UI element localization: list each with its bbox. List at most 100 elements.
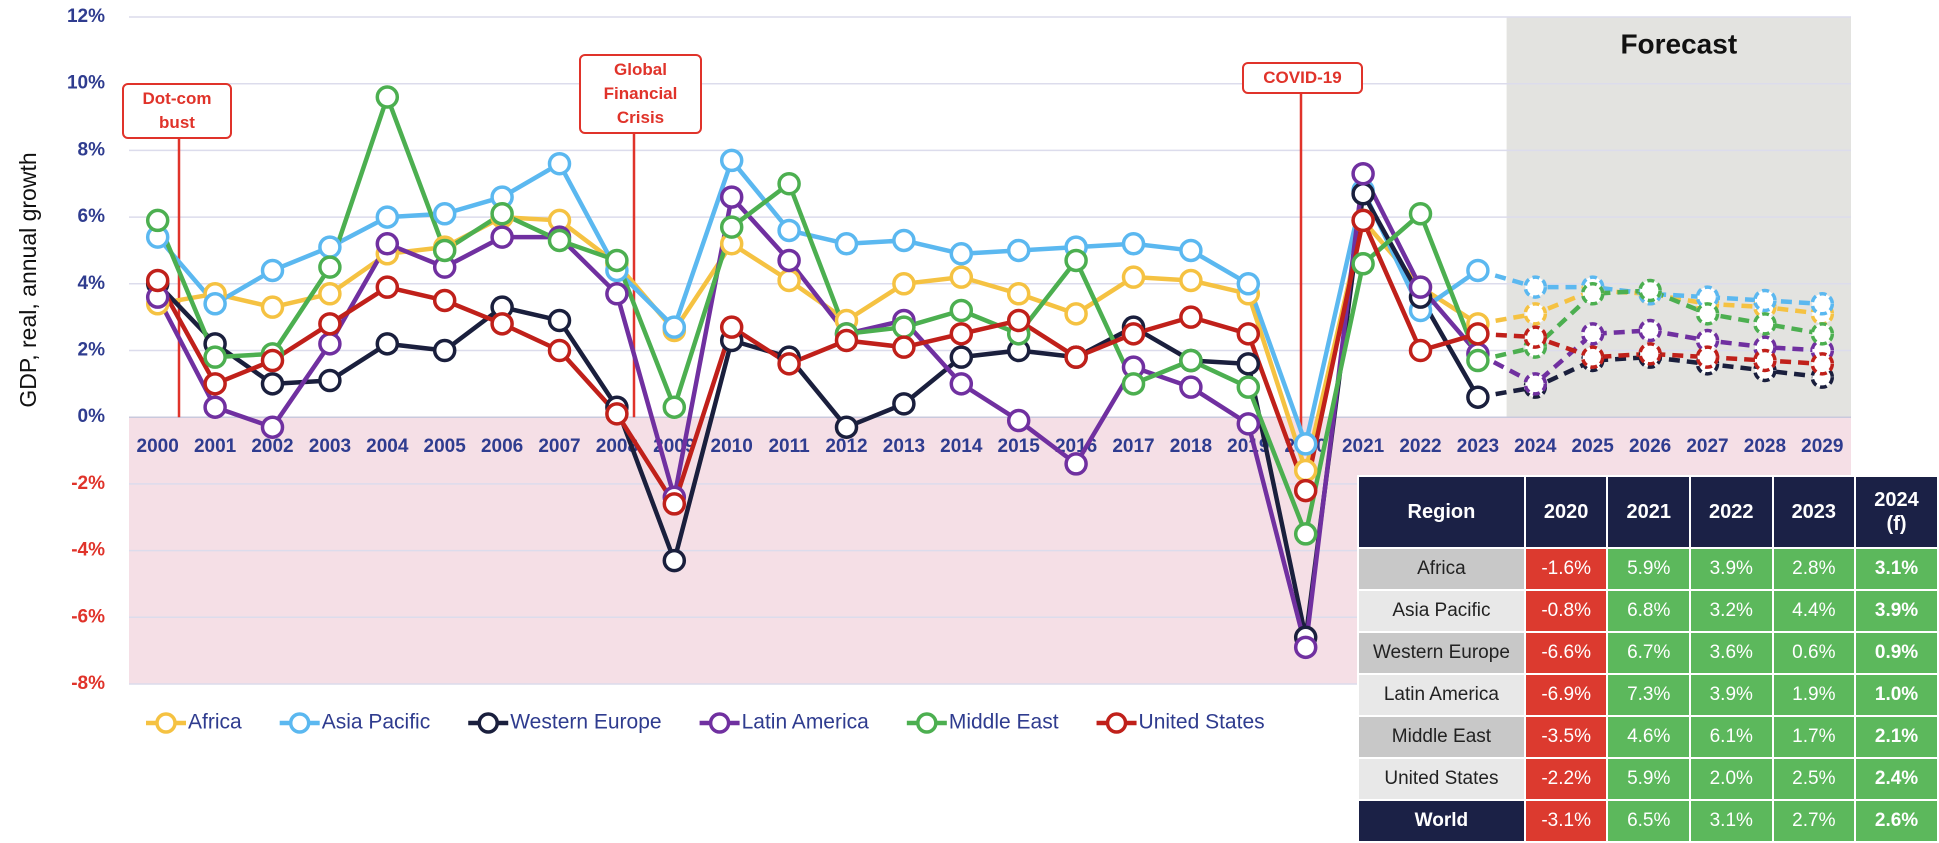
- point-marker: [1179, 238, 1203, 263]
- point-marker: [662, 395, 687, 419]
- point-marker: [1466, 258, 1490, 283]
- point-marker: [1121, 372, 1146, 396]
- x-tick-label: 2018: [1170, 436, 1212, 457]
- value-cell: 2.6%: [1854, 799, 1939, 843]
- region-cell: United States: [1357, 757, 1526, 801]
- value-cell: 3.9%: [1689, 673, 1774, 717]
- point-marker: [949, 298, 974, 323]
- legend-label: Asia Pacific: [322, 711, 431, 734]
- y-tick-label: 8%: [78, 139, 106, 160]
- x-tick-label: 2012: [825, 436, 867, 457]
- header-cell: 2020: [1523, 475, 1609, 549]
- point-marker: [949, 372, 974, 396]
- point-marker: [1293, 522, 1318, 546]
- point-marker: [1064, 345, 1088, 369]
- x-tick-label: 2028: [1744, 436, 1786, 457]
- value-cell: 2.0%: [1689, 757, 1774, 801]
- point-marker: [1179, 305, 1203, 329]
- point-marker: [260, 372, 285, 396]
- header-cell: 2024 (f): [1854, 475, 1939, 549]
- point-marker: [605, 282, 629, 306]
- point-marker: [777, 248, 801, 273]
- point-marker: [719, 148, 744, 173]
- point-marker: [1810, 322, 1835, 346]
- point-marker: [1293, 478, 1318, 503]
- point-marker: [1121, 265, 1146, 289]
- value-cell: 6.5%: [1606, 799, 1691, 843]
- point-marker: [547, 151, 572, 176]
- point-marker: [1293, 635, 1318, 660]
- point-marker: [1580, 345, 1605, 369]
- point-marker: [1236, 272, 1261, 296]
- value-cell: 4.4%: [1771, 589, 1857, 633]
- value-cell: 3.2%: [1689, 589, 1774, 633]
- point-marker: [318, 332, 342, 356]
- value-cell: 0.6%: [1771, 631, 1857, 675]
- point-marker: [1753, 288, 1777, 313]
- x-tick-label: 2006: [481, 436, 523, 457]
- point-marker: [318, 255, 342, 279]
- point-marker: [949, 322, 974, 346]
- point-marker: [145, 268, 170, 293]
- value-cell: -3.1%: [1523, 799, 1609, 843]
- point-marker: [662, 315, 687, 339]
- point-marker: [375, 332, 400, 356]
- x-tick-label: 2001: [194, 436, 237, 457]
- point-marker: [777, 352, 801, 376]
- point-marker: [375, 232, 400, 256]
- region-cell: Latin America: [1357, 673, 1526, 717]
- point-marker: [1293, 432, 1318, 456]
- table-row: Latin America -6.9% 7.3% 3.9% 1.9% 1.0%: [1357, 673, 1939, 717]
- x-tick-label: 2029: [1801, 436, 1843, 457]
- x-tick-label: 2024: [1514, 436, 1557, 457]
- point-marker: [605, 248, 629, 273]
- point-marker: [1408, 338, 1433, 363]
- point-marker: [1638, 342, 1662, 366]
- point-marker: [1810, 292, 1835, 316]
- region-cell: Western Europe: [1357, 631, 1526, 675]
- x-tick-label: 2011: [768, 436, 810, 457]
- header-cell: 2023: [1771, 475, 1857, 549]
- legend-marker: [708, 712, 731, 734]
- point-marker: [260, 415, 285, 439]
- point-marker: [1236, 412, 1261, 436]
- point-marker: [1351, 182, 1375, 206]
- point-marker: [1179, 348, 1203, 373]
- point-marker: [1006, 282, 1031, 306]
- value-cell: 4.6%: [1606, 715, 1691, 759]
- legend-label: Middle East: [949, 711, 1059, 734]
- point-marker: [203, 395, 227, 419]
- point-marker: [432, 288, 457, 313]
- value-cell: 1.7%: [1771, 715, 1857, 759]
- point-marker: [1638, 318, 1662, 343]
- point-marker: [490, 202, 514, 226]
- value-cell: 2.8%: [1771, 547, 1857, 591]
- point-marker: [605, 402, 629, 426]
- y-tick-label: 12%: [67, 6, 105, 27]
- point-marker: [949, 265, 974, 289]
- table-row: Western Europe -6.6% 6.7% 3.6% 0.6% 0.9%: [1357, 631, 1939, 675]
- forecast-label: Forecast: [1620, 28, 1737, 59]
- value-cell: 3.1%: [1689, 799, 1774, 843]
- point-marker: [375, 275, 400, 299]
- point-marker: [375, 85, 400, 109]
- point-marker: [145, 208, 170, 233]
- header-cell: Region: [1357, 475, 1526, 549]
- point-marker: [1695, 345, 1720, 369]
- point-marker: [318, 235, 342, 259]
- value-cell: 2.7%: [1771, 799, 1857, 843]
- value-cell: 3.1%: [1854, 547, 1939, 591]
- value-cell: 5.9%: [1606, 757, 1691, 801]
- point-marker: [1408, 202, 1433, 226]
- point-marker: [1580, 282, 1605, 306]
- value-cell: 6.7%: [1606, 631, 1691, 675]
- point-marker: [892, 315, 916, 339]
- point-marker: [949, 242, 974, 266]
- value-cell: 2.4%: [1854, 757, 1939, 801]
- point-marker: [1523, 372, 1548, 396]
- point-marker: [1179, 375, 1203, 399]
- point-marker: [892, 392, 916, 416]
- point-marker: [1466, 348, 1490, 373]
- table-row: Africa -1.6% 5.9% 3.9% 2.8% 3.1%: [1357, 547, 1939, 591]
